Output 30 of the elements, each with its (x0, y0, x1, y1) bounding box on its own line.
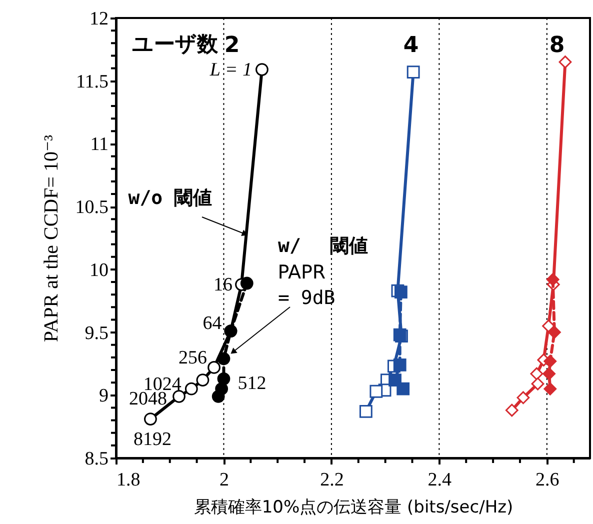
annotation: 8192 (133, 429, 172, 450)
y-tick-label: 11 (90, 134, 108, 156)
annotation: 2 (224, 33, 240, 58)
y-tick-label: 10.5 (75, 197, 108, 218)
annotation: = 9dB (278, 287, 336, 309)
annotation: w/ (278, 235, 301, 257)
y-tick-label: 8.5 (84, 448, 108, 470)
x-tick-label: 2.2 (320, 470, 344, 490)
x-tick-label: 2.4 (428, 470, 452, 490)
annotation: 16 (214, 274, 232, 296)
annotation: 4 (403, 33, 419, 58)
annotation: L = 1 (208, 60, 252, 81)
y-tick-label: 11.5 (76, 71, 108, 92)
x-tick-label: 2.6 (536, 470, 560, 490)
annotation: 256 (178, 347, 208, 368)
y-tick-label: 12 (90, 8, 108, 30)
annotation: ユーザ数 (132, 32, 219, 56)
annotation: 8 (549, 33, 565, 58)
annotation: PAPR (278, 262, 326, 284)
x-tick-label: 2 (219, 470, 229, 490)
x-axis-title: 累積確率10%点の伝送容量 (bits/sec/Hz) (194, 498, 514, 518)
y-tick-label: 10 (90, 260, 108, 281)
x-tick-label: 1.8 (116, 470, 140, 490)
annotation: 512 (238, 372, 266, 394)
annotation: 64 (202, 313, 222, 334)
annotation: w/o 閾値 (128, 187, 212, 210)
y-axis-title: PAPR at the CCDF= 10⁻³ (40, 134, 62, 342)
annotation: 閾値 (330, 235, 368, 257)
y-tick-label: 9 (99, 386, 108, 407)
y-tick-label: 9.5 (84, 322, 108, 344)
